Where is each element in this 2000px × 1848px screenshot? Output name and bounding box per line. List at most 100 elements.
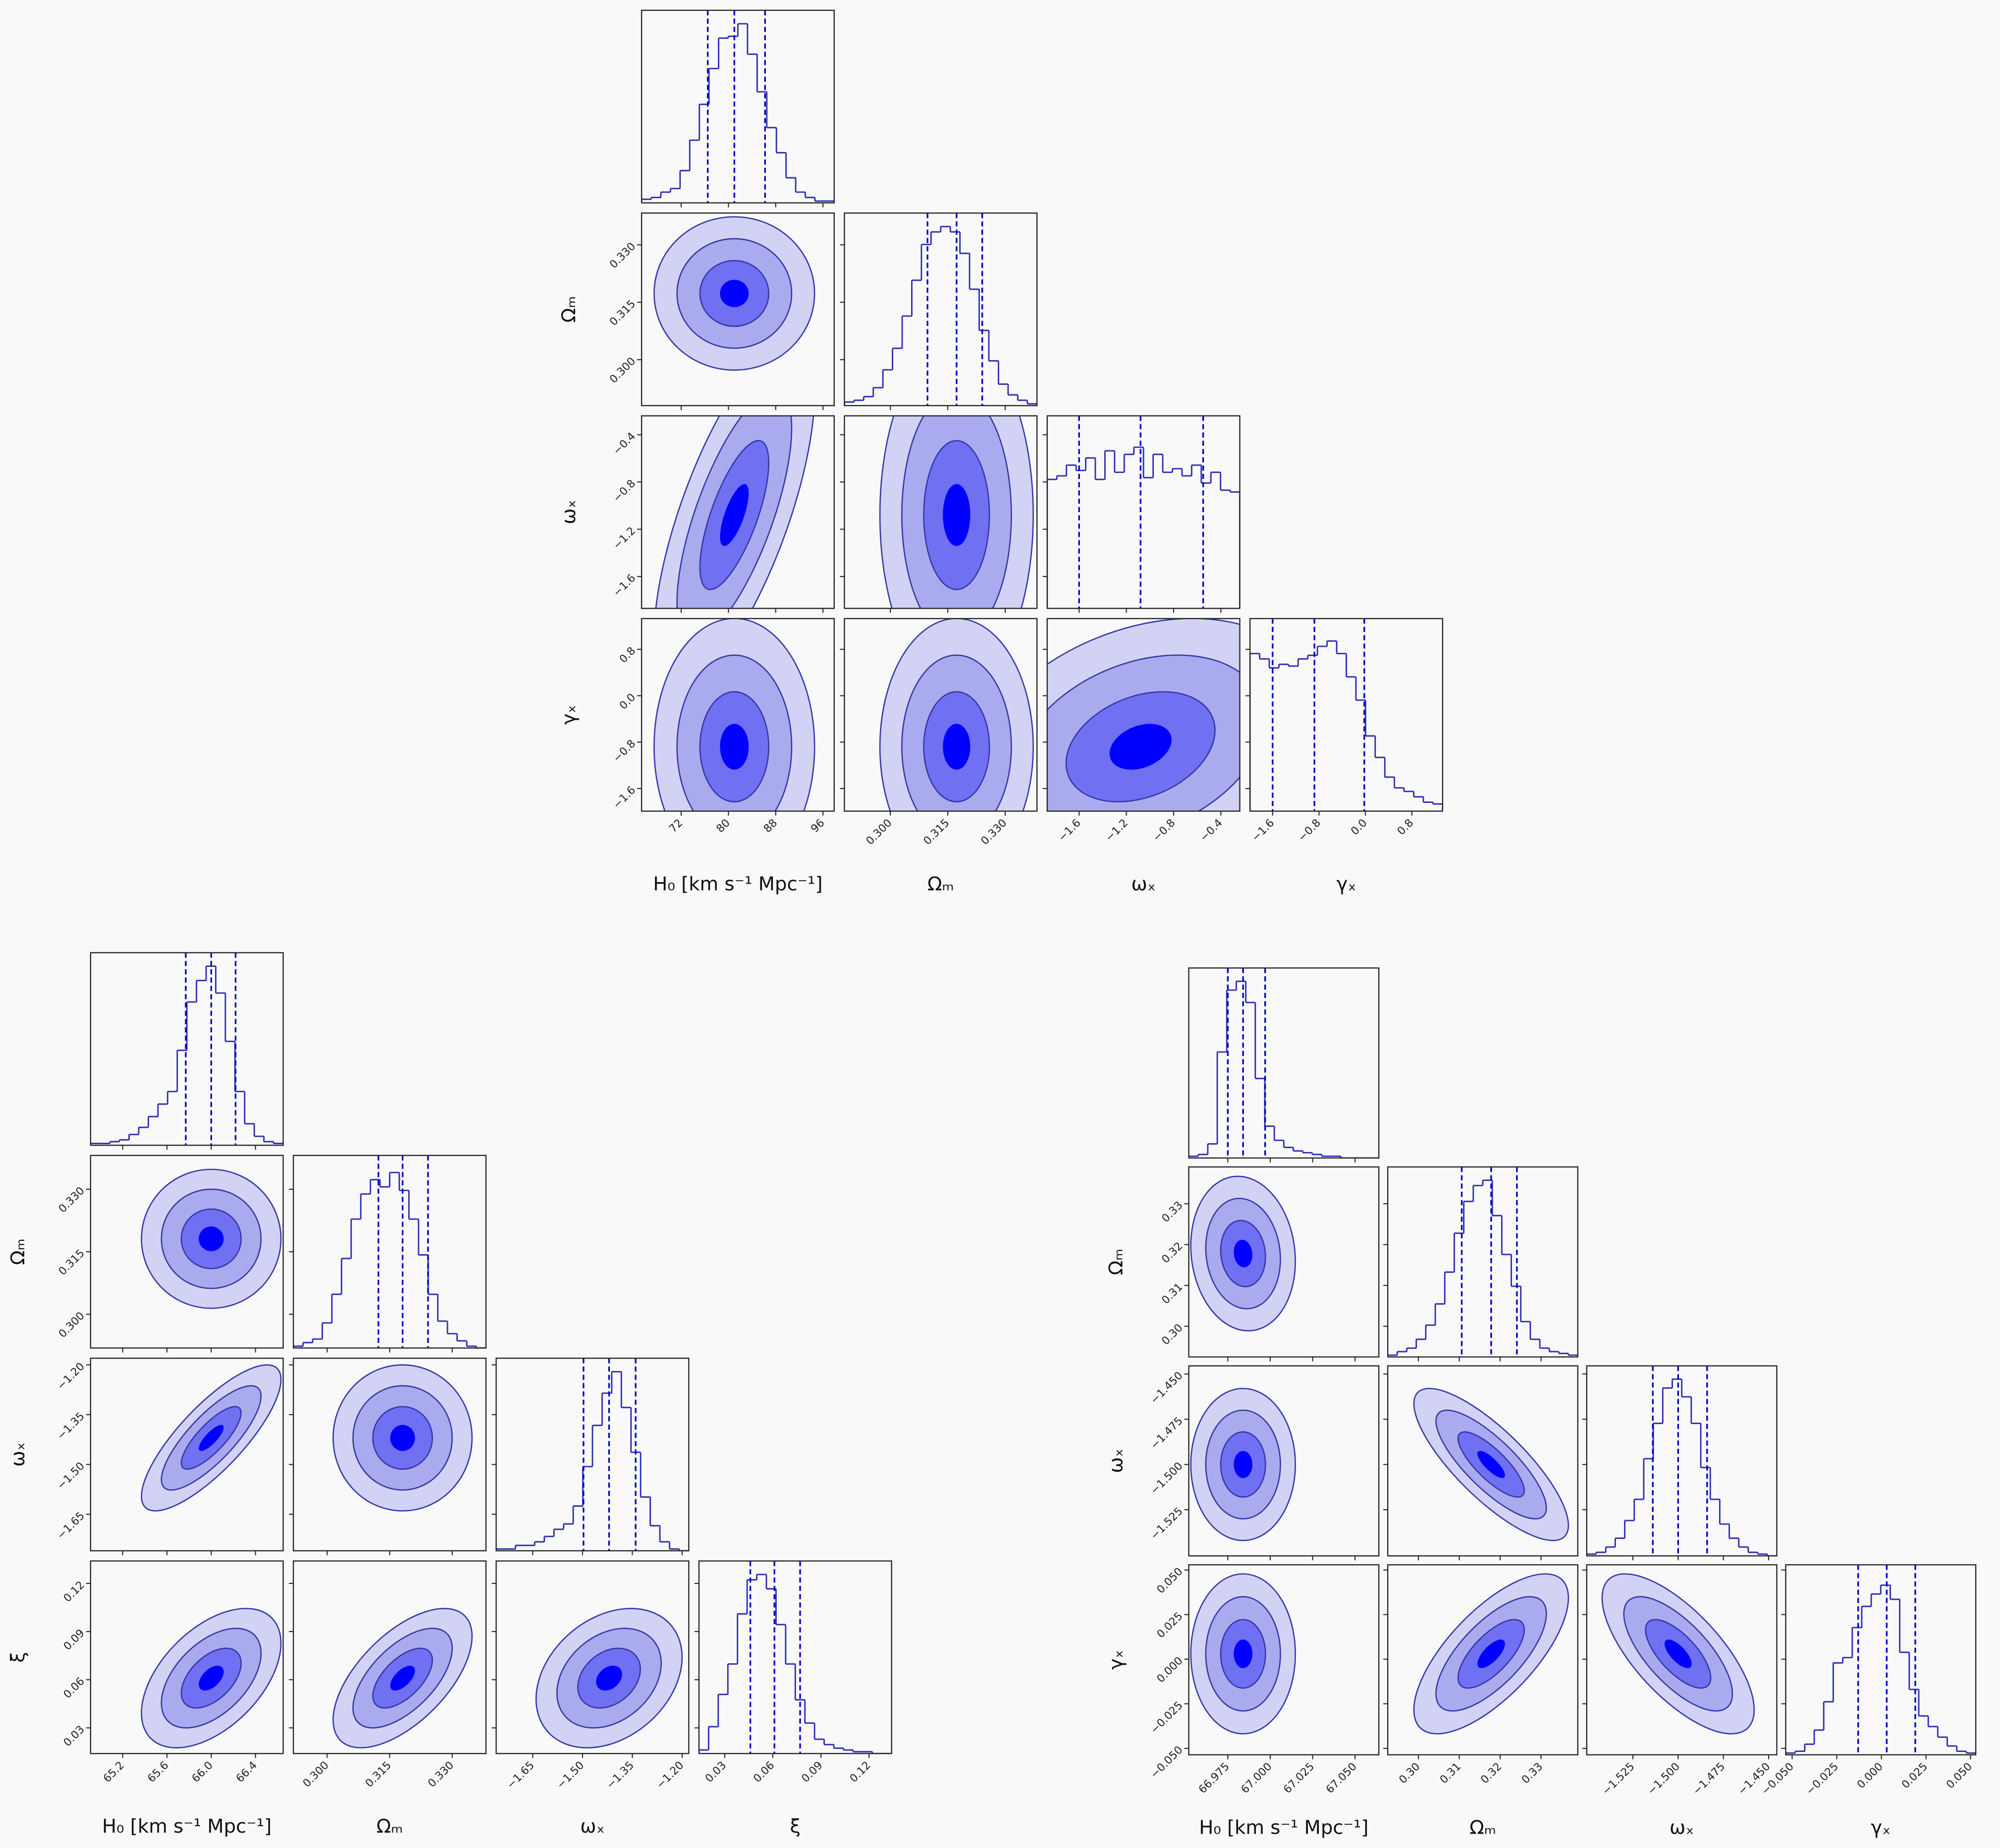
panel-content [699, 1561, 892, 1754]
panel-content [141, 1168, 282, 1309]
panel-frame [641, 415, 835, 609]
y-axis-label: γₓ [1105, 1650, 1128, 1670]
x-axis-label: Ωₘ [377, 1815, 403, 1838]
panel-frame [90, 952, 284, 1146]
contour [1477, 1451, 1505, 1478]
panel-content [653, 416, 815, 609]
x-axis-label: γₓ [1337, 873, 1356, 895]
panel-frame [1188, 1564, 1380, 1756]
x-axis-label: Ωₘ [1469, 1816, 1496, 1839]
contour [720, 724, 749, 770]
panel-content [332, 1608, 473, 1748]
x-axis-label: H₀ [km s⁻¹ Mpc⁻¹] [653, 873, 822, 895]
panel-content [332, 1364, 473, 1512]
contour [1234, 1639, 1252, 1668]
panel-content [1189, 968, 1379, 1158]
panel: 0.300.310.320.33 [1159, 1166, 1380, 1362]
panel [840, 415, 1038, 613]
panel-content [141, 1364, 282, 1512]
panel-frame [1387, 1365, 1578, 1557]
panel-content [1601, 1573, 1755, 1735]
panel-frame [1586, 1564, 1778, 1756]
panel-frame [844, 415, 1038, 609]
panel: 65.2 65.6 66.0 66.40.030.060.090.12 [61, 1560, 284, 1785]
panel-frame [1387, 1564, 1578, 1756]
panel [1042, 415, 1241, 613]
panel: 66.975 67.000 67.025 67.050−0.050−0.0250.00… [1148, 1564, 1380, 1796]
panel [840, 212, 1038, 410]
panel-content [1190, 1573, 1296, 1735]
contour [1664, 1639, 1692, 1668]
contour [199, 1226, 224, 1252]
panel: 72 80 88 96−1.6−0.80.00.8 [611, 618, 835, 835]
panel-content [844, 213, 1037, 406]
panel-frame [641, 212, 835, 407]
panel-frame [495, 1357, 690, 1552]
panel [491, 1357, 690, 1555]
panel-content [141, 1608, 282, 1748]
contour [1477, 1639, 1505, 1668]
panel-frame [90, 1357, 284, 1552]
panel [289, 1357, 487, 1555]
contour [199, 1665, 224, 1691]
x-axis-label: ωₓ [1670, 1816, 1694, 1839]
panel-frame [1188, 967, 1380, 1159]
panel-content [1250, 618, 1443, 811]
y-axis-label: Ωₘ [558, 296, 580, 323]
x-axis-label: H₀ [km s⁻¹ Mpc⁻¹] [1199, 1816, 1368, 1839]
panel: −1.525−1.500−1.475−1.450 [1148, 1365, 1380, 1561]
panel-content [642, 10, 834, 203]
panel: −1.6−1.2−0.8−0.4 [1042, 618, 1241, 844]
x-axis-label: γₓ [1871, 1816, 1891, 1839]
panel [90, 952, 284, 1150]
y-axis-label: γₓ [558, 705, 580, 725]
panel-content [535, 1608, 683, 1748]
panel-frame [1188, 1166, 1380, 1358]
panel [1383, 1365, 1578, 1561]
panel-content [653, 216, 815, 371]
panel-frame [1188, 1365, 1380, 1557]
panel-frame [1046, 415, 1241, 609]
panel [641, 9, 835, 208]
panel-frame [1387, 1166, 1578, 1358]
contour [390, 1425, 415, 1451]
panel-frame [844, 212, 1038, 407]
y-axis-label: ωₓ [7, 1442, 29, 1467]
panel-frame [1046, 618, 1241, 812]
panel-frame [1586, 1365, 1778, 1557]
panel-frame [641, 9, 835, 204]
x-axis-label: ωₓ [1131, 873, 1155, 895]
contour [943, 484, 971, 546]
panel [1383, 1166, 1578, 1362]
panel-content [90, 952, 283, 1146]
contour [390, 1665, 415, 1691]
y-axis-label: ωₓ [558, 500, 580, 524]
contour [199, 1425, 224, 1451]
contour [720, 279, 749, 308]
panel-content [1388, 1166, 1578, 1357]
panel-content [496, 1358, 689, 1551]
x-axis-label: ξ [790, 1815, 801, 1838]
x-axis-label: H₀ [km s⁻¹ Mpc⁻¹] [102, 1815, 271, 1838]
panel-content [1413, 1573, 1569, 1735]
panel-content [879, 416, 1034, 609]
y-axis-label: Ωₘ [1105, 1249, 1128, 1275]
panel-content [1190, 1387, 1296, 1541]
contour [1109, 724, 1172, 770]
x-axis-label: Ωₘ [927, 873, 954, 895]
panel-frame [698, 1560, 892, 1754]
contour [1234, 1240, 1252, 1267]
contour [720, 484, 749, 546]
panel-frame [1785, 1564, 1977, 1756]
panel-frame [641, 618, 835, 812]
panel-frame [1249, 618, 1444, 812]
contour [943, 724, 971, 770]
contour [596, 1665, 622, 1691]
y-axis-label: Ωₘ [7, 1238, 29, 1265]
panel-frame [495, 1560, 690, 1754]
